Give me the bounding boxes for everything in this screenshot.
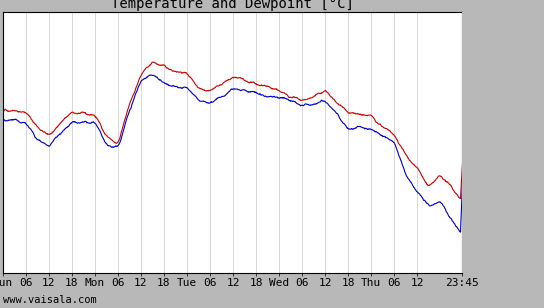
Text: www.vaisala.com: www.vaisala.com: [3, 295, 96, 305]
Title: Temperature and Dewpoint [°C]: Temperature and Dewpoint [°C]: [111, 0, 354, 11]
